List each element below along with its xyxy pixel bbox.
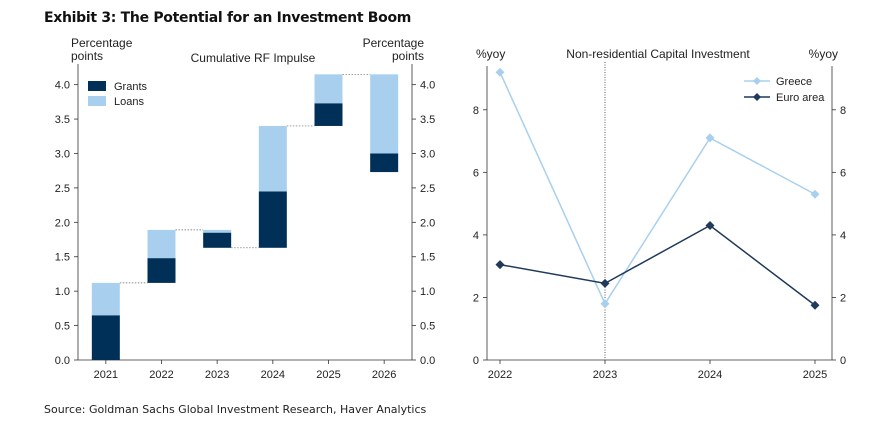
y-tick-label-right: 3.5 [420, 114, 435, 126]
series-line-greece [499, 71, 816, 306]
y-tick-label-right: 6 [840, 167, 846, 179]
bar-grants-2024 [258, 191, 287, 248]
y-tick-label-left: 3.0 [55, 148, 70, 160]
y-tick-label-right: 4.0 [420, 80, 435, 92]
exhibit-title: Exhibit 3: The Potential for an Investme… [44, 10, 412, 26]
x-tick-label: 2025 [803, 369, 827, 381]
y-tick-label-right: 0 [840, 355, 846, 367]
bar-loans-2023 [203, 229, 232, 233]
y-tick-label-left: 2.0 [55, 217, 70, 229]
y-tick-label-right: 2.5 [420, 183, 435, 195]
legend-label-greece: Greece [776, 76, 812, 88]
bar-loans-2025 [314, 74, 343, 104]
right-y-axis-title: Percentage points [363, 36, 425, 63]
y-tick-label-left: 4.0 [55, 80, 70, 92]
bar-grants-2025 [314, 103, 343, 126]
data-point-euro-area [705, 221, 715, 231]
bar-grants-2022 [147, 258, 176, 283]
y-tick-label-right: 2.0 [420, 217, 435, 229]
y-tick-label-left: 8 [473, 105, 479, 117]
y-tick-label-right: 3.0 [420, 148, 435, 160]
legend-label-euro-area: Euro area [776, 92, 825, 104]
left-y-axis-title: %yoy [476, 47, 505, 61]
x-tick-label: 2022 [488, 369, 512, 381]
y-tick-label-left: 2 [473, 292, 479, 304]
bar-loans-2021 [91, 282, 120, 316]
x-tick-label: 2024 [261, 369, 285, 381]
y-tick-label-right: 8 [840, 105, 846, 117]
x-tick-label: 2023 [205, 369, 229, 381]
x-tick-label: 2021 [94, 369, 118, 381]
y-tick-label-right: 1.5 [420, 252, 435, 264]
y-tick-label-left: 3.5 [55, 114, 70, 126]
x-tick-label: 2026 [372, 369, 396, 381]
bar-grants-2023 [203, 232, 232, 248]
data-point-euro-area [810, 300, 820, 310]
x-tick-label: 2022 [149, 369, 173, 381]
bar-grants-2021 [91, 315, 120, 360]
bar-loans-2026 [370, 74, 399, 154]
chart-title: Cumulative RF Impulse [191, 51, 316, 65]
source-note: Source: Goldman Sachs Global Investment … [44, 403, 427, 416]
data-point-greece [810, 189, 820, 199]
x-tick-label: 2023 [593, 369, 617, 381]
bar-grants-2026 [370, 153, 399, 173]
y-tick-label-left: 0.5 [55, 321, 70, 333]
legend-marker-greece [753, 77, 761, 85]
data-point-greece [705, 133, 715, 143]
data-point-euro-area [600, 278, 610, 288]
left-y-axis-title: Percentage points [71, 36, 133, 63]
legend-label-loans: Loans [114, 96, 144, 108]
legend-swatch-grants [88, 81, 106, 91]
y-tick-label-left: 1.0 [55, 286, 70, 298]
y-tick-label-right: 0.5 [420, 321, 435, 333]
y-tick-label-right: 0.0 [420, 355, 435, 367]
data-point-euro-area [495, 260, 505, 270]
data-point-greece [600, 299, 610, 309]
y-tick-label-left: 0 [473, 355, 479, 367]
y-tick-label-right: 4 [840, 230, 846, 242]
y-tick-label-left: 0.0 [55, 355, 70, 367]
x-tick-label: 2024 [698, 369, 722, 381]
right-y-axis-title: %yoy [809, 47, 838, 61]
bar-loans-2022 [147, 229, 176, 259]
y-tick-label-left: 2.5 [55, 183, 70, 195]
y-tick-label-left: 1.5 [55, 252, 70, 264]
data-point-greece [495, 67, 505, 77]
legend-label-grants: Grants [114, 81, 148, 93]
series-line-euro-area [499, 224, 816, 306]
legend-marker-euro-area [753, 93, 761, 101]
chart-title: Non-residential Capital Investment [566, 47, 750, 61]
x-tick-label: 2025 [316, 369, 340, 381]
y-tick-label-right: 1.0 [420, 286, 435, 298]
y-tick-label-right: 2 [840, 292, 846, 304]
y-tick-label-left: 4 [473, 230, 479, 242]
y-tick-label-left: 6 [473, 167, 479, 179]
bar-loans-2024 [258, 125, 287, 192]
legend-swatch-loans [88, 96, 106, 106]
